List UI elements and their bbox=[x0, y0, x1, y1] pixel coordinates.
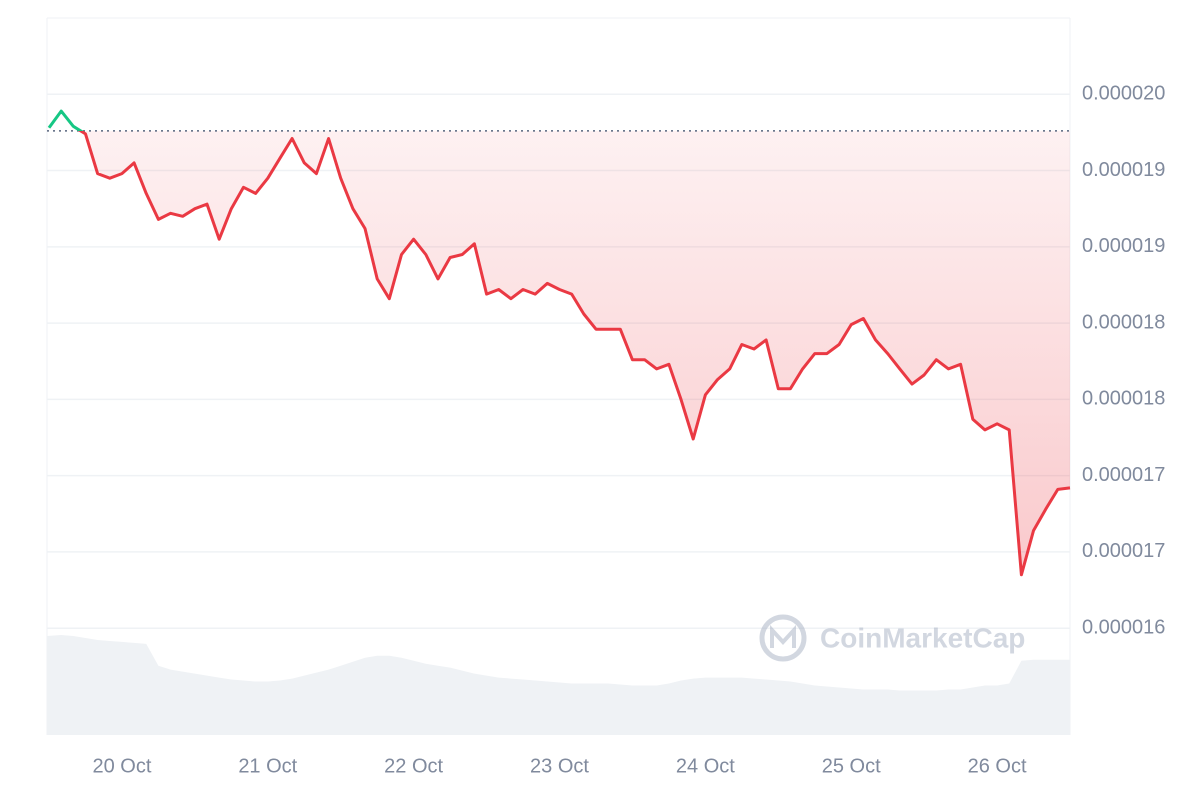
y-tick-label: 0.000016 bbox=[1082, 616, 1165, 638]
y-tick-label: 0.000018 bbox=[1082, 388, 1165, 410]
x-tick-label: 25 Oct bbox=[822, 755, 881, 777]
watermark-text: CoinMarketCap bbox=[820, 622, 1025, 653]
logo bbox=[770, 624, 796, 648]
x-tick-label: 23 Oct bbox=[530, 755, 589, 777]
y-tick-label: 0.000019 bbox=[1082, 235, 1165, 257]
change-area bbox=[80, 130, 1070, 575]
y-tick-label: 0.000020 bbox=[1082, 83, 1165, 105]
x-tick-label: 20 Oct bbox=[92, 755, 151, 777]
x-tick-label: 24 Oct bbox=[676, 755, 735, 777]
x-tick-label: 22 Oct bbox=[384, 755, 443, 777]
volume-area bbox=[47, 635, 1070, 735]
price-line bbox=[47, 109, 1071, 577]
x-tick-label: 21 Oct bbox=[238, 755, 297, 777]
y-tick-label: 0.000017 bbox=[1082, 540, 1165, 562]
x-tick-label: 26 Oct bbox=[968, 755, 1027, 777]
y-tick-label: 0.000018 bbox=[1082, 311, 1165, 333]
logo bbox=[759, 614, 807, 662]
watermark: CoinMarketCap bbox=[759, 614, 1025, 662]
y-tick-label: 0.000017 bbox=[1082, 464, 1165, 486]
y-tick-label: 0.000019 bbox=[1082, 159, 1165, 181]
